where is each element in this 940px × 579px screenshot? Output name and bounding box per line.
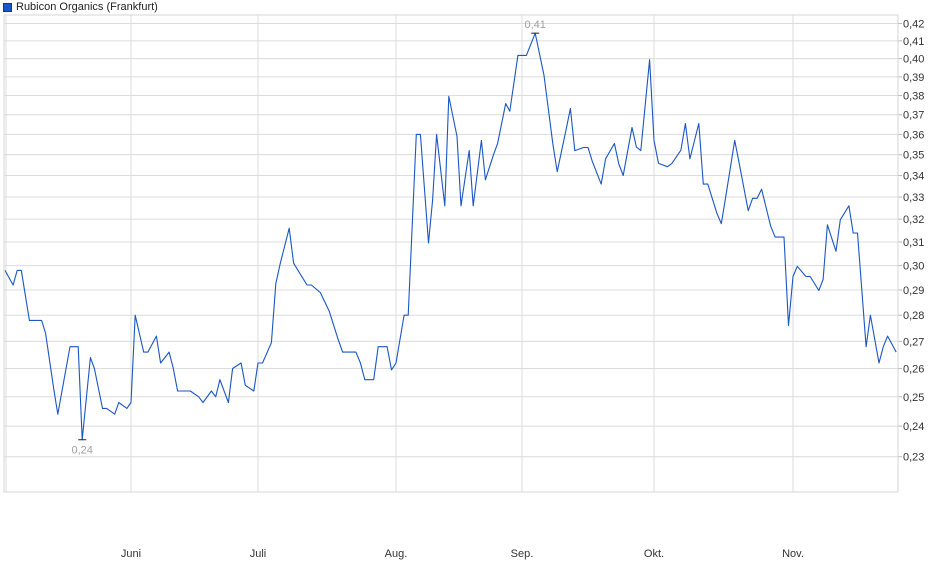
grid [4, 15, 902, 492]
y-tick-label: 0,32 [903, 214, 924, 226]
y-tick-label: 0,40 [903, 54, 924, 66]
y-tick-label: 0,41 [903, 36, 924, 48]
y-tick-label: 0,34 [903, 171, 924, 183]
y-tick-label: 0,28 [903, 310, 924, 322]
x-tick-label: Okt. [644, 548, 664, 560]
y-tick-label: 0,33 [903, 192, 924, 204]
y-tick-label: 0,42 [903, 19, 924, 31]
legend-swatch [3, 2, 12, 12]
max-label: 0,41 [524, 19, 545, 31]
y-tick-label: 0,38 [903, 91, 924, 103]
x-axis: Juni Juli Aug. Sep. Okt. Nov. [121, 548, 804, 560]
y-tick-label: 0,23 [903, 452, 924, 464]
x-tick-label: Aug. [385, 548, 408, 560]
legend-label: Rubicon Organics (Frankfurt) [16, 1, 158, 13]
y-tick-label: 0,25 [903, 392, 924, 404]
series [4, 32, 897, 441]
series-line [4, 32, 897, 441]
plot-border [3, 14, 899, 493]
annotations: 0,24 0,41 [72, 19, 546, 457]
y-tick-label: 0,36 [903, 129, 924, 141]
y-tick-label: 0,24 [903, 421, 924, 433]
x-tick-label: Juli [250, 548, 267, 560]
y-tick-label: 0,26 [903, 364, 924, 376]
plot-frame [3, 14, 899, 493]
min-label: 0,24 [72, 445, 93, 457]
y-tick-label: 0,37 [903, 110, 924, 122]
y-tick-label: 0,39 [903, 72, 924, 84]
x-tick-label: Nov. [782, 548, 804, 560]
chart-legend: Rubicon Organics (Frankfurt) [3, 0, 158, 14]
y-tick-label: 0,35 [903, 150, 924, 162]
y-axis: 0,42 0,41 0,40 0,39 0,38 0,37 0,36 0,35 0,34 0,33… [903, 19, 924, 464]
y-tick-label: 0,27 [903, 336, 924, 348]
y-tick-label: 0,30 [903, 261, 924, 273]
y-tick-label: 0,31 [903, 237, 924, 249]
y-tick-label: 0,29 [903, 285, 924, 297]
x-tick-label: Sep. [511, 548, 534, 560]
x-tick-label: Juni [121, 548, 141, 560]
